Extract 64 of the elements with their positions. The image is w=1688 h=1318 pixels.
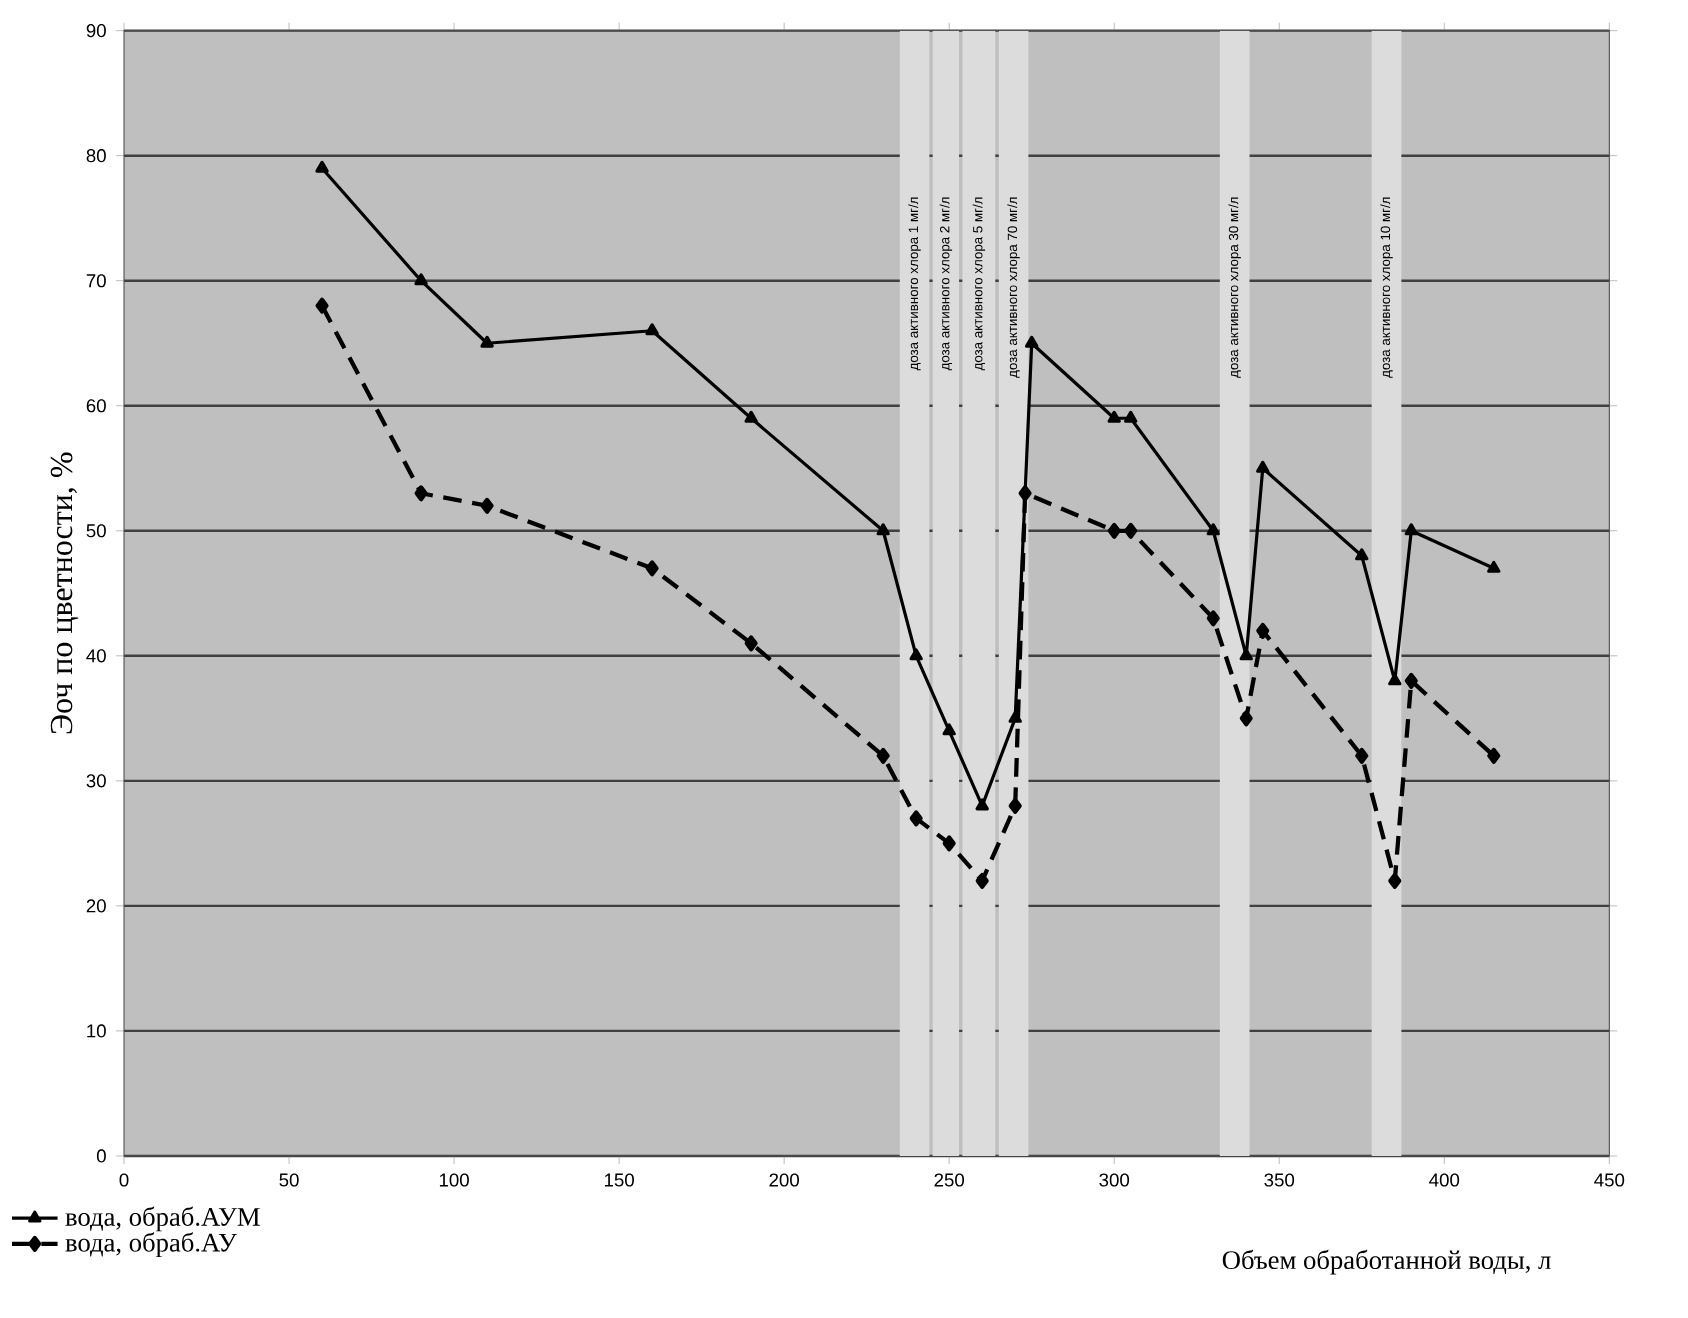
x-tick-label: 450	[1594, 1173, 1625, 1187]
point	[975, 798, 989, 811]
point	[315, 161, 329, 174]
point	[876, 748, 890, 765]
point	[480, 336, 494, 349]
point	[909, 810, 923, 827]
x-tick-label: 0	[119, 1173, 129, 1187]
point	[1355, 548, 1369, 561]
y-tick-label: 10	[87, 1024, 106, 1038]
point	[315, 298, 329, 315]
point	[942, 723, 956, 736]
point	[414, 485, 428, 502]
point	[645, 560, 659, 577]
x-tick-label: 300	[1099, 1173, 1130, 1187]
point	[975, 873, 989, 890]
point	[1025, 336, 1039, 349]
point	[1355, 748, 1369, 765]
x-axis-title: Объем обработанной воды, л	[1222, 1250, 1551, 1275]
point	[1107, 411, 1121, 424]
point	[1008, 711, 1022, 724]
y-tick-label: 50	[86, 524, 106, 538]
point	[1487, 748, 1501, 765]
point	[876, 523, 890, 536]
y-tick-label: 20	[86, 899, 106, 913]
point	[1239, 710, 1253, 727]
point	[1008, 798, 1022, 815]
point	[480, 498, 494, 515]
y-tick-label: 40	[86, 649, 106, 663]
x-tick-label: 200	[769, 1173, 799, 1187]
x-tick-label: 50	[279, 1173, 299, 1187]
x-tick-label: 100	[439, 1173, 469, 1187]
x-tick-label: 350	[1264, 1173, 1295, 1187]
y-tick-label: 90	[86, 24, 106, 38]
point	[414, 273, 428, 286]
point	[744, 411, 758, 424]
point	[1124, 411, 1138, 424]
point	[1256, 461, 1270, 474]
point	[1206, 523, 1220, 536]
y-tick-label: 30	[86, 774, 106, 788]
point	[1388, 673, 1402, 686]
y-tick-label: 0	[96, 1149, 106, 1163]
point	[744, 635, 758, 652]
point	[1018, 485, 1032, 502]
x-tick-label: 400	[1429, 1173, 1460, 1187]
point	[1239, 648, 1253, 661]
y-axis-title: Эоч по цветности, %	[50, 452, 79, 734]
legend-label: вода, обраб.АУМ	[65, 1206, 260, 1232]
point	[1107, 523, 1121, 540]
y-tick-label: 70	[86, 274, 106, 288]
point	[1388, 873, 1402, 890]
point	[1256, 623, 1270, 640]
point	[1206, 610, 1220, 627]
x-tick-label: 250	[934, 1173, 965, 1187]
legend-label: вода, обраб.АУ	[65, 1232, 237, 1258]
point	[1124, 523, 1138, 540]
point	[1487, 561, 1501, 574]
x-tick-label: 150	[604, 1173, 634, 1187]
point	[942, 835, 956, 852]
point	[645, 323, 659, 336]
y-tick-label: 60	[86, 399, 106, 413]
point	[1404, 673, 1418, 690]
y-tick-label: 80	[86, 149, 106, 163]
point	[1404, 523, 1418, 536]
point	[909, 648, 923, 661]
